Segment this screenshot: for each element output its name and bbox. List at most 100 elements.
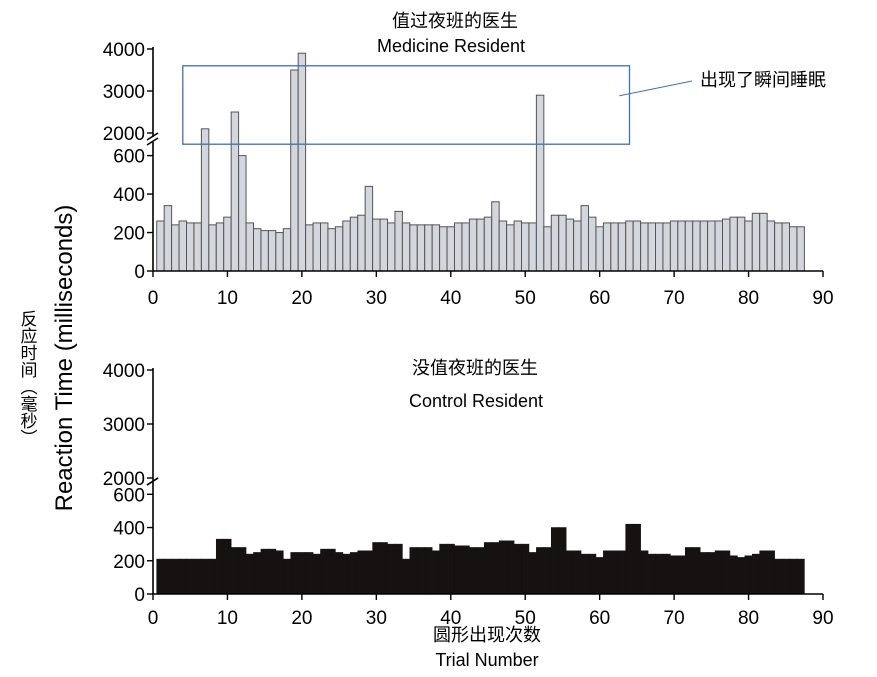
y-tick-label: 0 — [134, 262, 145, 283]
bar — [223, 538, 232, 595]
bar — [193, 558, 202, 595]
bar — [521, 222, 530, 272]
bar — [394, 210, 403, 272]
bar — [588, 553, 597, 595]
bar — [766, 220, 776, 272]
bar — [446, 543, 455, 595]
x-tick-label: 0 — [148, 608, 159, 629]
bar — [268, 548, 277, 595]
x-tick-label: 80 — [738, 608, 759, 629]
bar — [186, 222, 195, 272]
bar — [737, 557, 746, 595]
bar — [454, 222, 463, 272]
y-tick-label: 600 — [113, 485, 145, 506]
bar — [498, 540, 507, 595]
bar — [766, 550, 775, 595]
bar — [617, 550, 627, 595]
bar — [387, 222, 396, 272]
bar — [327, 548, 336, 595]
bar — [781, 222, 790, 272]
x-tick-label: 80 — [738, 288, 759, 309]
bar — [342, 220, 351, 272]
x-tick-label: 20 — [291, 288, 312, 309]
bar — [290, 552, 299, 595]
bar — [543, 547, 552, 595]
bar — [536, 547, 545, 595]
bar — [751, 212, 761, 272]
bar — [550, 214, 560, 272]
x-tick-label: 40 — [440, 608, 461, 629]
bar — [468, 218, 478, 272]
bar — [796, 226, 805, 272]
bar — [401, 222, 411, 272]
chart-title-en: Medicine Resident — [377, 36, 525, 56]
bar — [424, 224, 433, 272]
bar — [774, 222, 783, 272]
y-tick-label: 600 — [113, 147, 145, 168]
x-tick-label: 20 — [291, 608, 312, 629]
bar — [491, 201, 500, 272]
bar — [349, 552, 359, 595]
bar — [275, 232, 284, 272]
y-tick-label: 2000 — [103, 469, 145, 490]
bar — [186, 558, 195, 595]
bar — [647, 553, 656, 595]
bar — [245, 553, 254, 595]
bar — [297, 52, 307, 272]
bar — [476, 547, 485, 595]
bar — [230, 547, 239, 595]
chart-title-en: Control Resident — [409, 391, 543, 411]
x-tick-label: 60 — [589, 288, 610, 309]
chart-title-cn: 没值夜班的医生 — [412, 358, 538, 378]
bar — [372, 542, 381, 595]
bar — [431, 550, 440, 595]
bar — [632, 523, 641, 595]
bar — [469, 547, 478, 595]
bar — [625, 220, 634, 272]
bar — [662, 553, 671, 595]
bar — [684, 220, 694, 272]
bar — [260, 548, 269, 595]
microsleep-annotation: 出现了瞬间睡眠 — [700, 70, 826, 90]
bar — [714, 550, 723, 595]
bar — [655, 553, 664, 595]
y-tick-label: 2000 — [103, 124, 145, 145]
bar — [684, 547, 694, 595]
bar — [692, 220, 701, 272]
bar — [521, 543, 530, 595]
bar — [305, 224, 314, 272]
bar — [312, 553, 321, 595]
bar — [409, 224, 418, 272]
bar — [528, 222, 537, 272]
microsleep-highlight-box — [182, 65, 631, 145]
bar — [580, 205, 589, 272]
bar — [722, 218, 731, 272]
bar — [364, 550, 373, 595]
bar — [305, 552, 314, 595]
bar — [275, 550, 284, 595]
bar — [402, 558, 411, 595]
bar — [736, 216, 746, 272]
x-axis-label-en: Trial Number — [435, 650, 538, 670]
bar — [573, 220, 582, 272]
bar — [454, 545, 463, 595]
bar — [670, 555, 679, 595]
bar — [640, 222, 649, 272]
y-tick-label: 4000 — [103, 361, 145, 382]
bar — [595, 226, 604, 272]
bar — [342, 553, 351, 595]
bar — [751, 553, 761, 595]
bar — [610, 550, 619, 595]
bar — [372, 218, 381, 272]
bar — [439, 226, 448, 272]
bar — [178, 558, 187, 595]
x-tick-label: 10 — [217, 288, 238, 309]
bar — [461, 545, 470, 595]
bar — [759, 212, 768, 272]
bar — [416, 224, 426, 272]
x-tick-label: 30 — [366, 288, 387, 309]
y-tick-label: 400 — [113, 519, 145, 540]
y-tick-label: 0 — [134, 585, 145, 606]
bar — [156, 220, 165, 272]
